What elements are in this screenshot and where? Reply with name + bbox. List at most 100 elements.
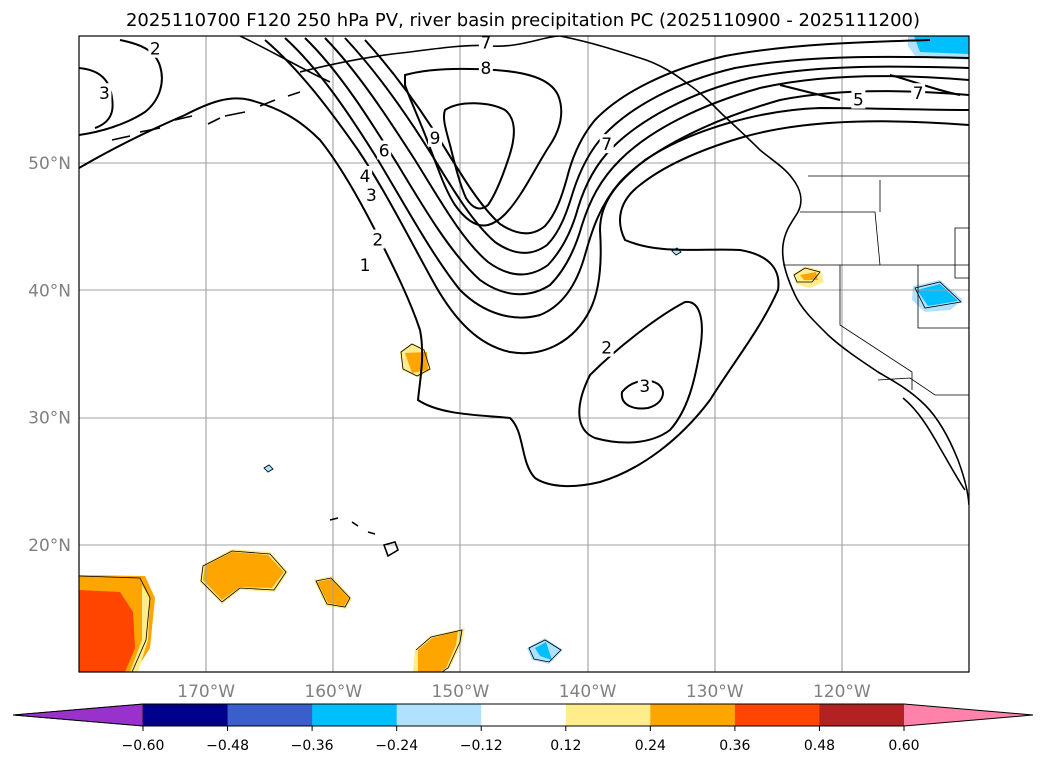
- pv-contour: [79, 67, 114, 129]
- contour-label-background: [637, 375, 652, 395]
- contour-label: 7: [913, 84, 924, 104]
- contour-label: 3: [366, 186, 377, 206]
- precip-patch-positive: [203, 552, 284, 600]
- contour-label: 8: [480, 59, 491, 79]
- pv-contour-2-south: [578, 300, 703, 444]
- lon-tick-label: 140°W: [559, 682, 617, 702]
- colorbar-segment: [227, 704, 313, 726]
- contour-label: 1: [360, 256, 371, 276]
- us-state-border: [783, 180, 969, 390]
- lon-tick-label: 160°W: [304, 682, 362, 702]
- hawaiian-islands: [329, 517, 399, 558]
- colorbar-segment: [481, 704, 567, 726]
- contour-label: 3: [99, 84, 110, 104]
- us-state-border: [800, 211, 969, 266]
- pv-contour-8: [404, 67, 563, 227]
- colorbar-segment: [734, 704, 820, 726]
- contour-label-background: [364, 185, 379, 204]
- precip-patch-negative: [535, 642, 552, 660]
- pv-contour-4: [304, 37, 969, 296]
- pv-contour-1: [79, 97, 969, 488]
- precip-patch-strong-positive: [79, 590, 135, 672]
- colorbar-tick-label: 0.36: [719, 738, 750, 754]
- contour-label-background: [478, 36, 493, 52]
- colorbar-tick-label: −0.36: [291, 738, 334, 754]
- colorbar-tick-label: −0.48: [206, 738, 249, 754]
- contour-label-background: [599, 337, 614, 357]
- contour-label-background: [370, 229, 385, 249]
- lat-tick-label: 20°N: [28, 536, 71, 556]
- graticule: [79, 36, 969, 672]
- pv-contour-6: [344, 37, 969, 254]
- contour-label-background: [911, 83, 926, 103]
- alaska-south-coast: [299, 36, 561, 73]
- colorbar-segment: [650, 704, 736, 726]
- pv-contours: [79, 37, 969, 488]
- contour-label: 4: [360, 167, 371, 187]
- contour-label: 3: [639, 377, 650, 397]
- colorbar-segment: [819, 704, 905, 726]
- precip-patch-negative: [914, 36, 969, 54]
- map-frame: [78, 35, 970, 673]
- contour-label: 2: [372, 231, 383, 251]
- lat-tick-label: 30°N: [28, 409, 71, 429]
- colorbar-extend-low: [12, 703, 144, 727]
- contour-label: 7: [480, 33, 491, 53]
- contour-label: 6: [379, 141, 390, 161]
- colorbar-tick-label: 0.12: [550, 738, 581, 754]
- precip-patch-weak-negative: [263, 464, 274, 473]
- precip-patch-weak-positive: [130, 585, 150, 672]
- lon-tick-label: 170°W: [177, 682, 235, 702]
- colorbar-tick-label: 0.48: [804, 738, 835, 754]
- contour-label-background: [148, 38, 163, 58]
- colorbar-segment: [143, 704, 229, 726]
- contour-label: 2: [601, 339, 612, 359]
- contour-label-background: [97, 83, 112, 103]
- lon-tick-label: 120°W: [813, 682, 871, 702]
- state-borders: [783, 175, 969, 396]
- contour-label-background: [358, 254, 373, 274]
- colorbar-segment: [312, 704, 398, 726]
- precip-patch-positive: [418, 631, 458, 672]
- pv-contour-9: [442, 102, 515, 210]
- pv-contour-7: [364, 39, 931, 235]
- precip-outline: [79, 575, 151, 672]
- precip-patch-positive: [800, 272, 818, 280]
- contour-label: 9: [430, 129, 441, 149]
- precip-outline: [793, 267, 821, 283]
- contour-label: 7: [601, 135, 612, 155]
- lat-tick-label: 50°N: [28, 154, 71, 174]
- us-mexico-border: [877, 377, 969, 396]
- contour-label-background: [599, 134, 614, 154]
- precip-outline: [315, 577, 351, 608]
- state-outline: [954, 227, 969, 279]
- precip-outline: [200, 550, 287, 603]
- colorbar-tick-label: 0.60: [888, 738, 919, 754]
- colorbar-segment: [565, 704, 651, 726]
- contour-label-background: [377, 140, 392, 160]
- pv-contour-5: [324, 37, 969, 276]
- contour-label: 2: [150, 40, 161, 60]
- precip-outline: [415, 629, 463, 672]
- colorbar-extend-high: [904, 704, 1033, 726]
- precip-outline: [914, 281, 962, 309]
- colorbar-tick-label: 0.24: [635, 738, 666, 754]
- north-america-west-coast: [559, 36, 969, 506]
- precipitation-outlines: [79, 247, 962, 672]
- colorbar-tick-label: −0.60: [122, 738, 165, 754]
- colorbar-tick-label: −0.12: [460, 738, 503, 754]
- precip-outline: [263, 464, 274, 473]
- colorbar-tick-label: −0.24: [375, 738, 418, 754]
- colorbar: −0.60 −0.48 −0.36 −0.24 −0.12 0.12 0.24 0.36 0.4…: [12, 703, 1034, 754]
- pv-contour-3: [284, 37, 969, 319]
- figure-title: 2025110700 F120 250 hPa PV, river basin …: [126, 10, 920, 31]
- precip-outline: [528, 639, 562, 663]
- latitude-tick-labels: 50°N 40°N 30°N 20°N: [28, 154, 71, 556]
- precip-outline: [400, 343, 431, 377]
- contour-label-background: [428, 127, 442, 147]
- baja-coast: [902, 397, 966, 491]
- contour-label: 5: [853, 91, 864, 111]
